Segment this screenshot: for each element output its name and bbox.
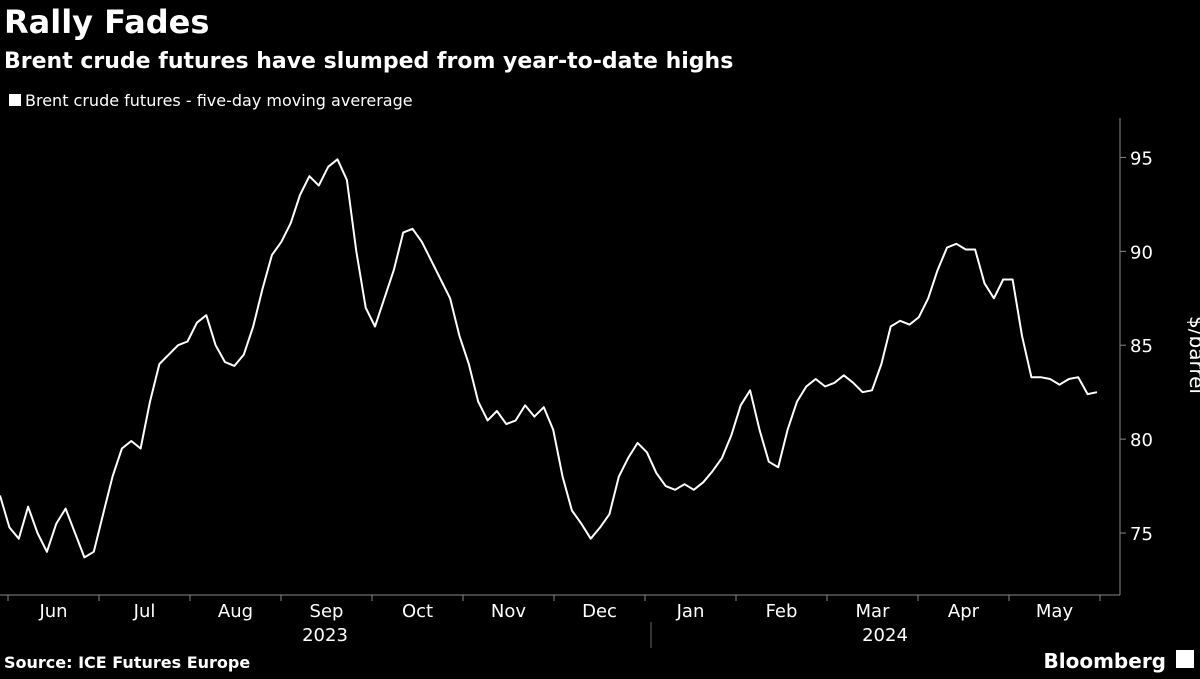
brand-icon — [1176, 650, 1194, 668]
y-tick-label: 95 — [1130, 148, 1153, 169]
x-tick-label: Apr — [948, 601, 980, 622]
x-tick-label: Sep — [310, 601, 344, 622]
data-line — [0, 158, 1098, 559]
x-tick-label: Feb — [766, 601, 798, 622]
source: Source: ICE Futures Europe — [4, 653, 250, 672]
x-tick-label: Nov — [491, 601, 526, 622]
year-label: 2024 — [862, 625, 908, 646]
x-tick-label: Aug — [218, 601, 253, 622]
y-axis-label: $/barrel — [1185, 316, 1200, 394]
x-tick-label: May — [1036, 601, 1074, 622]
x-tick-label: Dec — [582, 601, 617, 622]
x-tick-label: Jan — [676, 601, 705, 622]
y-tick-label: 85 — [1130, 336, 1153, 357]
legend-label: Brent crude futures - five-day moving av… — [25, 91, 413, 110]
legend-swatch — [9, 94, 21, 106]
brand: Bloomberg — [1044, 649, 1166, 673]
year-label: 2023 — [302, 625, 348, 646]
y-tick-label: 80 — [1130, 430, 1153, 451]
y-tick-label: 75 — [1130, 524, 1153, 545]
x-tick-label: Mar — [856, 601, 891, 622]
x-tick-label: Oct — [402, 601, 433, 622]
chart-subtitle: Brent crude futures have slumped from ye… — [4, 49, 733, 74]
y-tick-label: 90 — [1130, 242, 1153, 263]
chart-title: Rally Fades — [4, 3, 209, 41]
x-tick-label: Jul — [133, 601, 156, 622]
x-tick-label: Jun — [38, 601, 67, 622]
